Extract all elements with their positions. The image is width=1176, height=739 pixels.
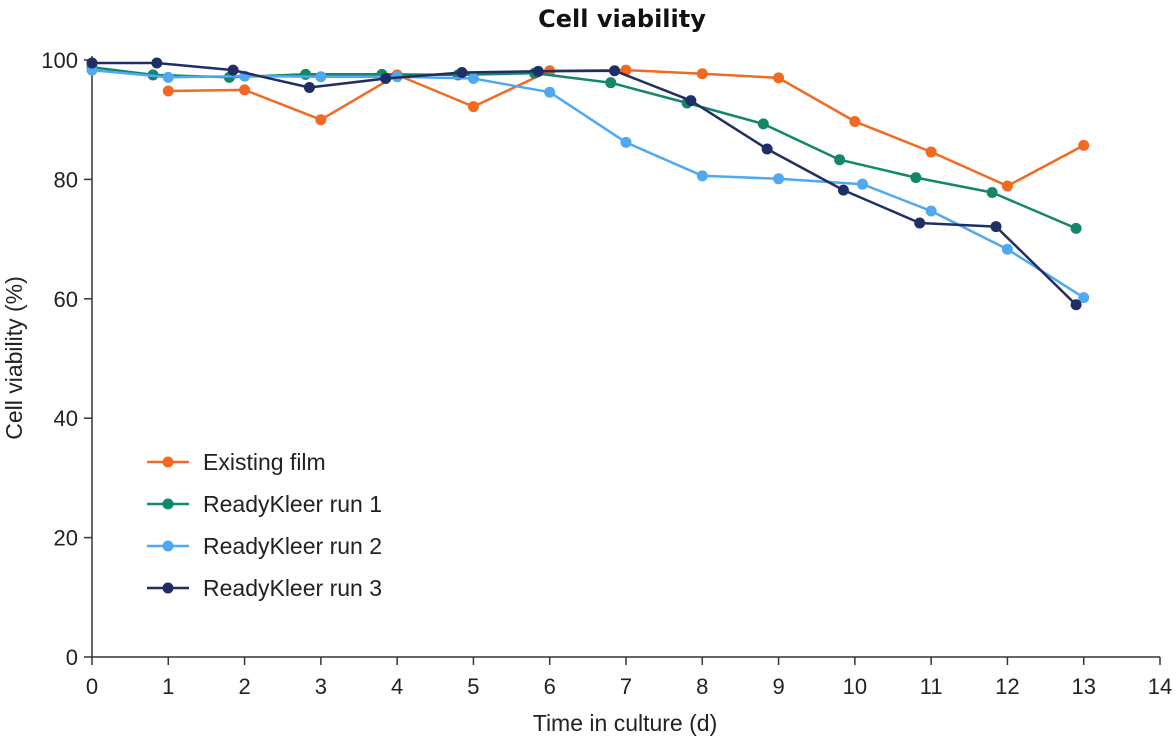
x-tick-label: 9 bbox=[772, 674, 784, 699]
data-point bbox=[532, 65, 544, 77]
y-tick-label: 40 bbox=[54, 406, 78, 431]
legend-label: ReadyKleer run 2 bbox=[203, 533, 382, 559]
data-point bbox=[757, 118, 769, 130]
legend-swatch-marker bbox=[162, 456, 174, 468]
legend-item: ReadyKleer run 1 bbox=[147, 491, 382, 517]
legend-label: ReadyKleer run 3 bbox=[203, 575, 382, 601]
data-point bbox=[910, 172, 922, 184]
data-point bbox=[315, 114, 327, 126]
x-tick-label: 4 bbox=[391, 674, 403, 699]
y-tick-label: 100 bbox=[41, 48, 78, 73]
data-point bbox=[773, 72, 785, 84]
x-tick-label: 10 bbox=[843, 674, 867, 699]
legend-label: Existing film bbox=[203, 449, 326, 475]
x-tick-label: 6 bbox=[544, 674, 556, 699]
data-point bbox=[456, 67, 468, 79]
x-tick-label: 8 bbox=[696, 674, 708, 699]
data-point bbox=[605, 77, 617, 89]
data-point bbox=[1001, 243, 1013, 255]
data-point bbox=[849, 115, 861, 127]
data-point bbox=[620, 136, 632, 148]
data-point bbox=[1078, 139, 1090, 151]
data-point bbox=[151, 57, 163, 69]
y-axis-title: Cell viability (%) bbox=[1, 276, 27, 440]
series-line bbox=[92, 61, 1077, 306]
x-tick-label: 3 bbox=[315, 674, 327, 699]
x-tick-label: 0 bbox=[86, 674, 98, 699]
data-point bbox=[685, 95, 697, 107]
data-point bbox=[773, 173, 785, 185]
x-tick-label: 12 bbox=[995, 674, 1019, 699]
legend-swatch-marker bbox=[162, 498, 174, 510]
data-point bbox=[1078, 292, 1090, 304]
data-point bbox=[761, 143, 773, 155]
y-tick-label: 80 bbox=[54, 167, 78, 192]
legend-item: ReadyKleer run 3 bbox=[147, 575, 382, 601]
data-point bbox=[609, 65, 621, 77]
data-point bbox=[925, 205, 937, 217]
data-point bbox=[467, 101, 479, 113]
x-tick-label: 7 bbox=[620, 674, 632, 699]
legend-item: Existing film bbox=[147, 449, 326, 475]
legend-swatch-marker bbox=[162, 540, 174, 552]
data-point bbox=[303, 81, 315, 93]
x-tick-label: 5 bbox=[467, 674, 479, 699]
data-point bbox=[837, 184, 849, 196]
data-point bbox=[1001, 180, 1013, 192]
data-point bbox=[990, 221, 1002, 233]
data-point bbox=[227, 64, 239, 76]
legend: Existing film ReadyKleer run 1 ReadyKleer … bbox=[147, 449, 382, 601]
data-series bbox=[86, 57, 1090, 311]
data-point bbox=[544, 86, 556, 98]
data-point bbox=[1070, 222, 1082, 234]
y-tick-label: 20 bbox=[54, 526, 78, 551]
legend-label: ReadyKleer run 1 bbox=[203, 491, 382, 517]
data-point bbox=[925, 146, 937, 158]
y-tick-label: 0 bbox=[66, 645, 78, 670]
x-tick-label: 1 bbox=[162, 674, 174, 699]
data-point bbox=[380, 73, 392, 85]
data-point bbox=[1070, 299, 1082, 311]
x-tick-label: 2 bbox=[238, 674, 250, 699]
x-tick-label: 11 bbox=[920, 674, 943, 699]
data-point bbox=[856, 178, 868, 190]
data-point bbox=[834, 154, 846, 166]
data-point bbox=[986, 187, 998, 199]
data-point bbox=[696, 170, 708, 182]
legend-swatch-marker bbox=[162, 582, 174, 594]
data-point bbox=[162, 85, 174, 97]
series-line bbox=[91, 68, 1085, 299]
data-point bbox=[239, 84, 251, 96]
x-tick-label: 13 bbox=[1071, 674, 1095, 699]
data-point bbox=[914, 217, 926, 229]
y-tick-label: 60 bbox=[54, 287, 78, 312]
data-point bbox=[300, 68, 312, 80]
x-tick-label: 14 bbox=[1148, 674, 1172, 699]
data-point bbox=[86, 57, 98, 69]
chart-title: Cell viability bbox=[538, 5, 706, 33]
data-point bbox=[162, 71, 174, 83]
series-1 bbox=[162, 64, 1090, 192]
series-3 bbox=[86, 64, 1090, 304]
data-point bbox=[315, 71, 327, 83]
x-axis-title: Time in culture (d) bbox=[533, 710, 717, 736]
series-4 bbox=[86, 57, 1082, 311]
data-point bbox=[696, 68, 708, 80]
data-point bbox=[467, 73, 479, 85]
legend-item: ReadyKleer run 2 bbox=[147, 533, 382, 559]
